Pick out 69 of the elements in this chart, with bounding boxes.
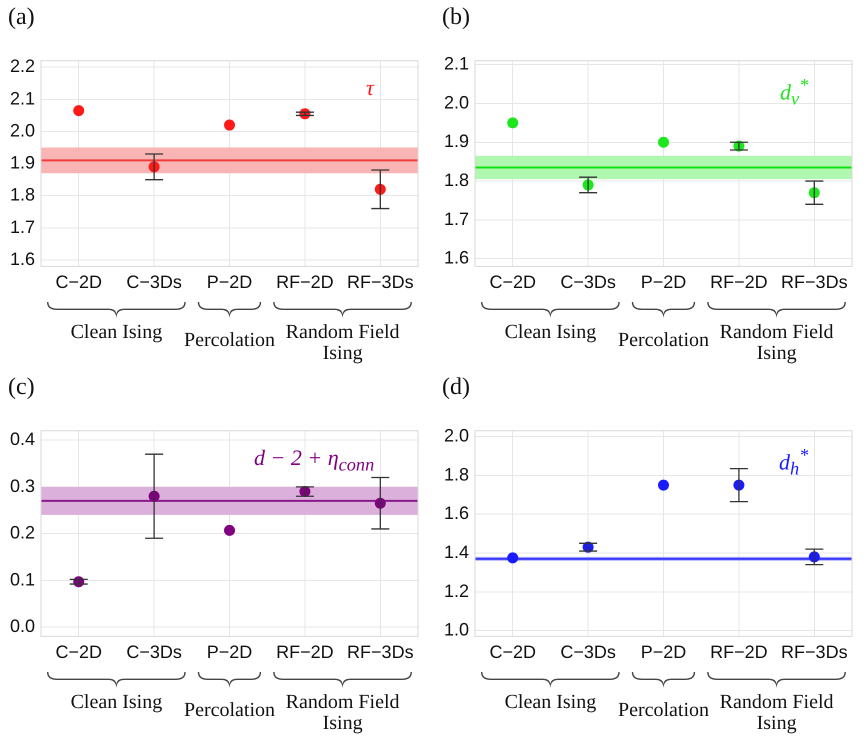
- chart-title: (d): [442, 374, 470, 401]
- text: τ: [366, 74, 374, 101]
- chart-title: (b): [442, 4, 470, 31]
- x-tick-label: C−3Ds: [560, 272, 616, 292]
- text: Clean Ising: [504, 321, 598, 343]
- x-tick-label: P−2D: [206, 642, 252, 662]
- x-tick-label: RF−3Ds: [347, 642, 414, 662]
- y-tick-label: 1.6: [10, 248, 36, 269]
- y-tick-label: 1.2: [444, 580, 470, 601]
- chart-title: (c): [8, 374, 35, 401]
- text: Percolation: [616, 699, 710, 721]
- chart-title: (a): [8, 4, 35, 31]
- y-tick-label: 1.8: [10, 184, 36, 205]
- x-tick-label: C−3Ds: [126, 642, 182, 662]
- y-tick-label: 1.6: [444, 503, 470, 524]
- x-tick-label: RF−2D: [710, 272, 768, 292]
- y-tick-label: 1.8: [444, 170, 470, 190]
- x-tick-label: RF−2D: [710, 642, 768, 662]
- text: Percolation: [182, 699, 276, 721]
- y-tick-label: 2.0: [444, 426, 470, 446]
- x-tick-label: C−2D: [55, 272, 102, 292]
- text: Random Field Ising: [284, 691, 401, 734]
- x-tick-label: C−2D: [55, 642, 102, 662]
- point: [224, 120, 236, 131]
- x-tick-label: RF−2D: [276, 642, 334, 662]
- y-tick-label: 1.6: [444, 248, 470, 268]
- point: [73, 105, 84, 116]
- text: Clean Ising: [70, 691, 164, 713]
- point: [658, 480, 670, 491]
- point: [507, 117, 518, 128]
- y-tick-label: 1.0: [444, 620, 470, 640]
- series-label: d − 2 + η$_{conn}$: [254, 444, 374, 476]
- y-tick-label: 0.2: [10, 522, 36, 543]
- point: [507, 552, 518, 564]
- text: Percolation: [616, 329, 710, 351]
- y-tick-label: 1.7: [444, 208, 470, 229]
- text: Random Field Ising: [718, 321, 835, 364]
- text: Clean Ising: [504, 691, 598, 713]
- x-tick-label: C−2D: [489, 272, 536, 292]
- y-tick-label: 2.0: [10, 120, 36, 140]
- x-tick-label: P−2D: [206, 272, 252, 292]
- text: Random Field Ising: [284, 321, 401, 364]
- x-tick-label: RF−3Ds: [781, 642, 848, 662]
- x-tick-label: RF−3Ds: [347, 272, 414, 292]
- x-tick-label: P−2D: [640, 642, 686, 662]
- y-tick-label: 2.0: [444, 92, 470, 112]
- y-tick-label: 1.4: [444, 542, 470, 562]
- y-tick-label: 2.1: [444, 54, 470, 74]
- x-tick-label: P−2D: [640, 272, 686, 292]
- y-tick-label: 0.1: [10, 569, 36, 590]
- y-tick-label: 2.2: [10, 56, 36, 76]
- y-tick-label: 0.3: [10, 476, 36, 496]
- x-tick-label: RF−3Ds: [781, 272, 848, 292]
- x-tick-label: C−3Ds: [560, 642, 616, 662]
- text: Percolation: [182, 329, 276, 351]
- y-tick-label: 2.1: [10, 88, 36, 108]
- y-tick-label: 1.9: [444, 131, 470, 152]
- text: Clean Ising: [70, 321, 164, 343]
- y-tick-label: 0.4: [10, 429, 36, 450]
- y-tick-label: 1.9: [10, 152, 36, 173]
- text: Random Field Ising: [718, 691, 835, 734]
- y-tick-label: 1.7: [10, 216, 36, 237]
- y-tick-label: 0.0: [10, 616, 36, 636]
- point: [658, 136, 670, 148]
- x-tick-label: RF−2D: [276, 272, 334, 292]
- x-tick-label: C−3Ds: [126, 272, 182, 292]
- x-tick-label: C−2D: [489, 642, 536, 662]
- y-tick-label: 1.8: [444, 464, 470, 484]
- point: [224, 524, 236, 536]
